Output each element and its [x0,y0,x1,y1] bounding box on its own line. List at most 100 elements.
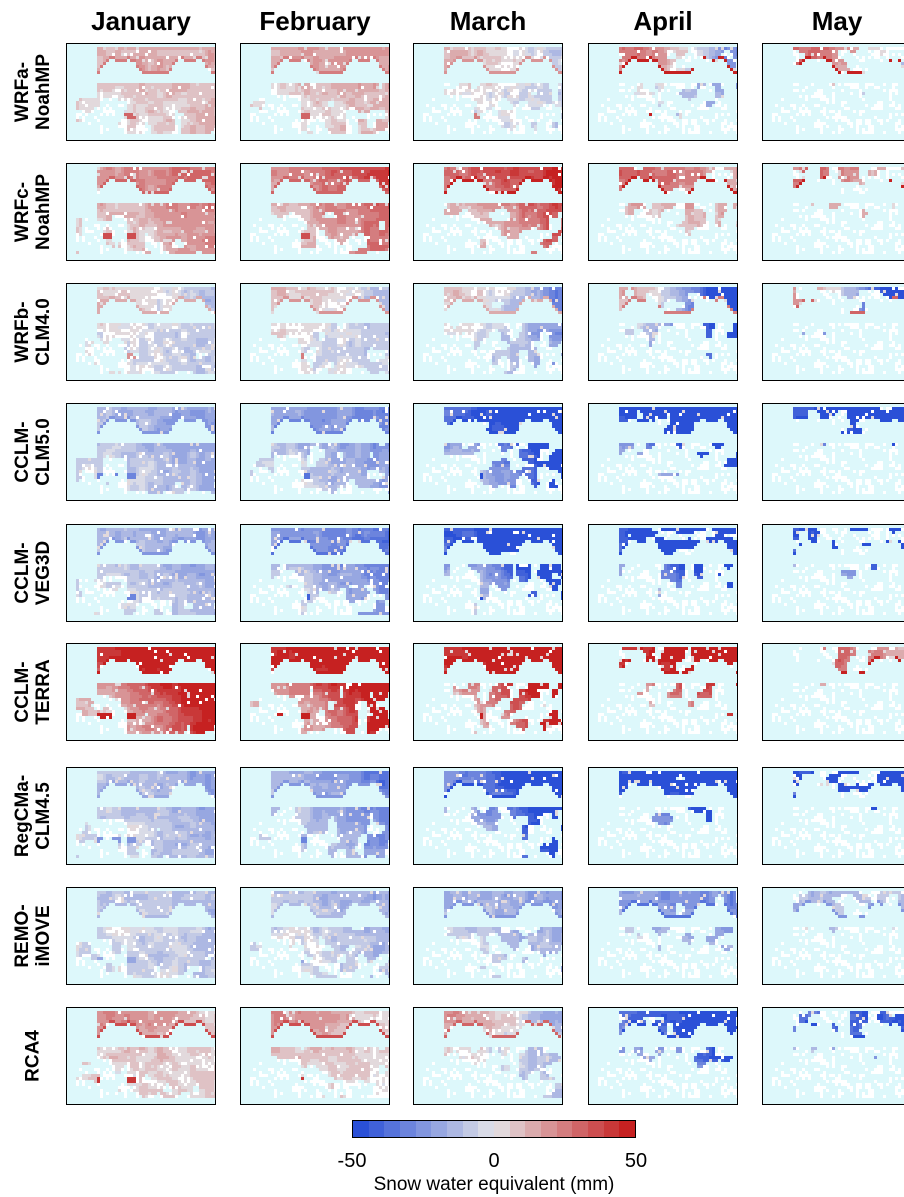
grid-cell [465,101,468,104]
grid-cell [367,101,370,104]
grid-cell [154,65,157,68]
grid-cell [868,107,871,110]
grid-cell [622,89,625,92]
grid-cell [271,122,274,125]
grid-cell [685,113,688,116]
grid-cell [793,107,796,110]
grid-cell [94,113,97,116]
grid-cell [534,101,537,104]
grid-cell [295,113,298,116]
grid-cell [489,104,492,107]
grid-cell [100,128,103,131]
grid-cell [250,110,253,113]
grid-cell [865,92,868,95]
grid-cell [504,113,507,116]
grid-cell [552,86,555,89]
grid-cell [561,98,562,101]
grid-cell [522,122,525,125]
grid-cell [352,128,355,131]
grid-cell [832,47,835,50]
grid-cell [823,113,826,116]
grid-cell [97,56,100,59]
grid-cell [459,116,462,119]
grid-cell [817,104,820,107]
grid-cell [507,116,510,119]
grid-cell [148,98,151,101]
grid-cell [667,131,670,134]
grid-cell [772,131,775,134]
grid-cell [438,128,441,131]
grid-cell [694,101,697,104]
grid-cell [540,95,543,98]
grid-cell [277,122,280,125]
grid-cell [82,110,85,113]
grid-cell [661,56,664,59]
grid-cell [130,122,133,125]
grid-cell [184,119,187,122]
grid-cell [561,92,562,95]
grid-cell [271,95,274,98]
grid-cell [856,83,859,86]
grid-cell [540,47,543,50]
grid-cell [868,89,871,92]
grid-cell [558,53,561,56]
grid-cell [736,119,737,122]
grid-cell [109,128,112,131]
grid-cell [534,128,537,131]
grid-cell [712,104,715,107]
grid-cell [250,98,253,101]
grid-cell [847,92,850,95]
grid-cell [361,53,364,56]
grid-cell [610,110,613,113]
grid-cell [856,50,859,53]
grid-cell [480,89,483,92]
grid-cell [343,119,346,122]
grid-cell [160,59,163,62]
grid-cell [154,101,157,104]
grid-cell [555,50,558,53]
grid-cell [546,131,549,134]
grid-cell [435,104,438,107]
grid-cell [498,71,501,74]
grid-cell [667,125,670,128]
grid-cell [628,104,631,107]
grid-cell [76,107,79,110]
grid-cell [513,101,516,104]
grid-cell [205,47,208,50]
grid-cell [871,101,874,104]
grid-cell [208,101,211,104]
grid-cell [145,101,148,104]
grid-cell [703,98,706,101]
grid-cell [211,125,214,128]
grid-cell [510,83,513,86]
grid-cell [820,86,823,89]
grid-cell [202,128,205,131]
grid-cell [109,56,112,59]
grid-cell [274,50,277,53]
grid-cell [826,122,829,125]
grid-cell [507,68,510,71]
grid-cell [507,92,510,95]
grid-cell [483,113,486,116]
grid-cell [561,59,562,62]
grid-cell [525,98,528,101]
grid-cell [465,47,468,50]
grid-cell [477,104,480,107]
grid-cell [676,110,679,113]
grid-cell [154,128,157,131]
grid-cell [444,101,447,104]
grid-cell [558,122,561,125]
grid-cell [295,47,298,50]
grid-cell [148,68,151,71]
grid-cell [649,56,652,59]
grid-cell [793,71,796,74]
grid-cell [898,86,901,89]
grid-cell [256,107,259,110]
grid-cell [838,104,841,107]
grid-cell [322,122,325,125]
grid-cell [859,125,862,128]
grid-cell [298,47,301,50]
grid-cell [679,62,682,65]
grid-cell [700,98,703,101]
grid-cell [555,119,558,122]
